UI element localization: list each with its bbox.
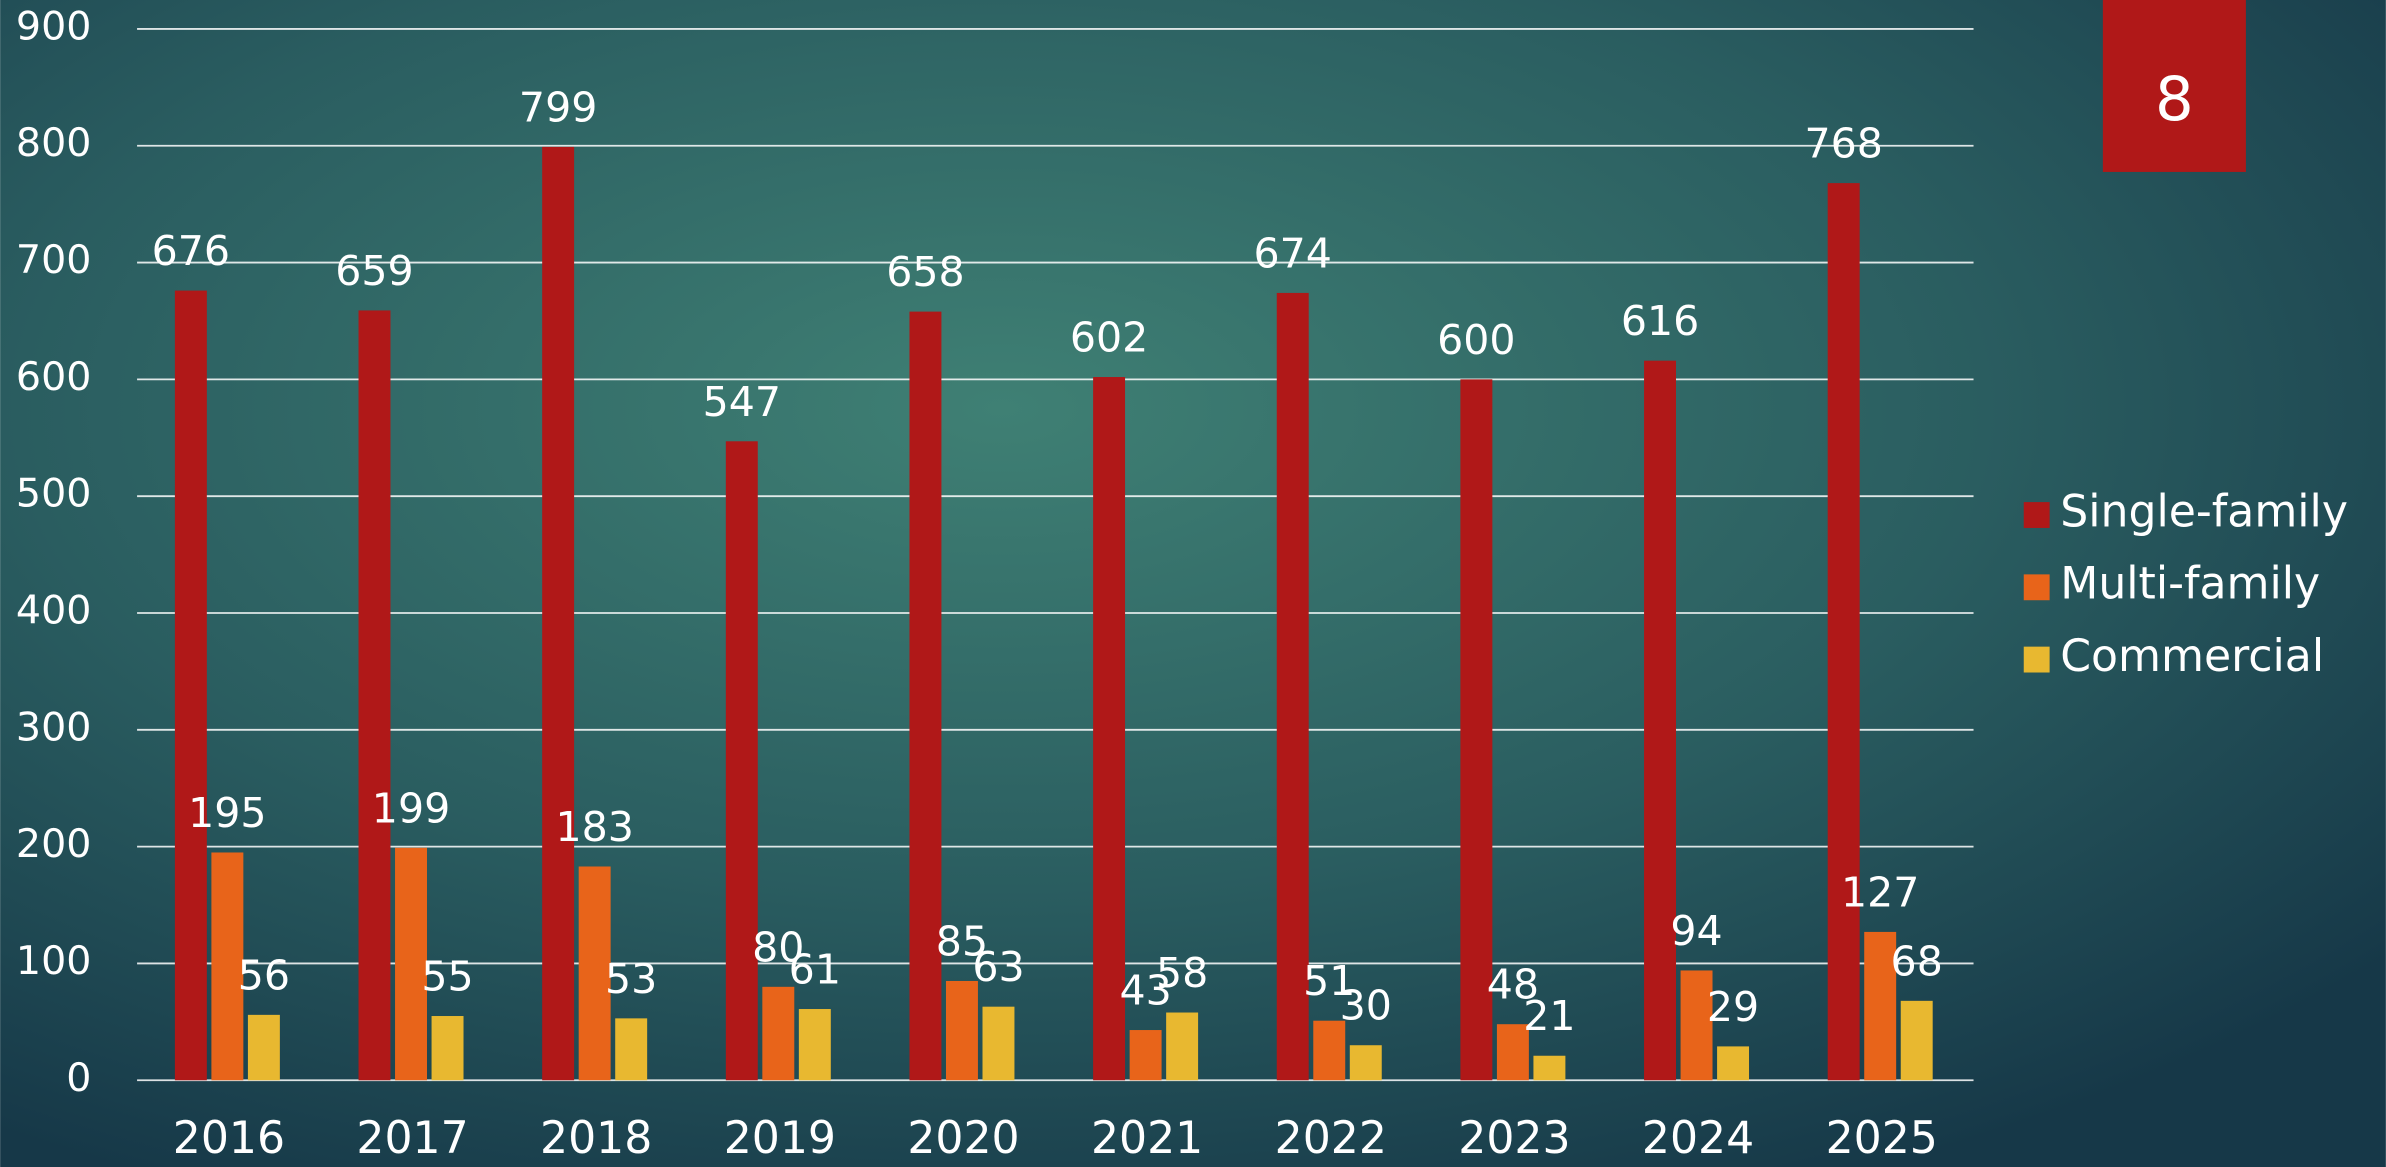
bar [1129,1030,1162,1081]
data-label: 602 [1070,314,1148,362]
bar [247,1014,280,1081]
data-label: 63 [972,943,1024,991]
data-label: 199 [372,784,450,832]
y-tick-label: 300 [16,704,91,750]
data-label: 21 [1523,992,1575,1040]
bar [1533,1055,1566,1081]
bar [578,866,611,1081]
y-tick-label: 800 [16,120,91,166]
bar [798,1009,831,1081]
bar [1313,1020,1346,1081]
legend-label: Multi-family [2060,559,2320,610]
slide-number-box [2102,0,2246,172]
data-label: 55 [421,953,473,1001]
data-label: 68 [1891,937,1943,985]
data-label: 58 [1156,949,1208,997]
y-tick-label: 0 [66,1055,91,1101]
y-tick-label: 600 [16,354,91,400]
x-tick-label: 2020 [907,1113,1019,1164]
x-tick-label: 2023 [1458,1113,1570,1164]
x-tick-label: 2021 [1091,1113,1203,1164]
data-label: 616 [1621,297,1699,345]
bar [1900,1000,1933,1081]
data-label: 80 [752,923,804,971]
x-tick-label: 2017 [356,1113,468,1164]
data-label: 48 [1487,961,1539,1009]
data-label: 674 [1254,229,1332,277]
data-label: 94 [1670,907,1722,955]
data-label: 195 [188,789,266,837]
bar [395,847,427,1081]
y-tick-label: 100 [16,938,91,984]
data-label: 61 [789,945,841,993]
bar [1827,183,1860,1081]
data-label: 768 [1804,120,1882,168]
legend-swatch [2023,502,2050,528]
bar [1460,379,1493,1081]
bar [725,441,758,1081]
data-label: 51 [1303,957,1355,1005]
y-tick-label: 400 [16,588,91,634]
x-tick-label: 2025 [1826,1113,1938,1164]
bar [762,986,795,1081]
bar [542,146,575,1081]
slide-number: 8 [2155,65,2194,135]
bar [1276,292,1309,1081]
data-label: 659 [335,247,413,295]
bar [1717,1046,1750,1081]
data-label: 658 [886,248,964,296]
bar [945,980,978,1081]
y-tick-label: 900 [16,3,91,49]
legend-label: Commercial [2060,631,2324,682]
bar [431,1016,464,1081]
y-tick-label: 500 [16,471,91,517]
legend-swatch [2023,574,2050,601]
bar [982,1006,1015,1081]
data-label: 29 [1707,983,1759,1031]
x-tick-label: 2024 [1642,1113,1754,1164]
x-tick-label: 2019 [724,1113,836,1164]
x-tick-label: 2018 [540,1113,652,1164]
bar [1093,377,1126,1081]
bar [909,311,942,1081]
bar [1680,970,1713,1081]
bar [615,1018,648,1081]
data-label: 676 [152,227,230,275]
legend-label: Single-family [2060,486,2348,537]
data-label: 600 [1437,316,1515,364]
data-label: 85 [936,917,988,965]
data-label: 183 [555,803,633,851]
data-label: 30 [1340,982,1392,1030]
bar [358,310,391,1081]
bar [211,852,244,1081]
bar [1864,931,1897,1081]
bar [174,290,207,1081]
data-label: 56 [238,951,290,999]
x-tick-label: 2016 [173,1113,285,1164]
y-tick-label: 700 [16,237,91,283]
data-label: 547 [703,378,781,426]
data-label: 53 [605,955,657,1003]
bar [1644,360,1677,1081]
legend-swatch [2023,646,2050,673]
data-label: 799 [519,83,597,131]
data-label: 127 [1841,868,1919,916]
bar [1349,1045,1382,1081]
x-tick-label: 2022 [1275,1113,1387,1164]
y-tick-label: 200 [16,821,91,867]
bar [1496,1024,1529,1081]
data-label: 43 [1119,967,1171,1015]
bar [1166,1012,1199,1081]
